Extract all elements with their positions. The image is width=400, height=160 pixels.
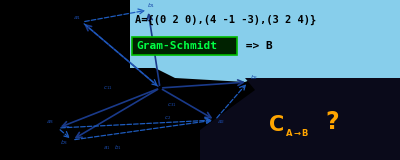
Text: $c_{31}$: $c_{31}$ (167, 101, 177, 109)
Text: $a_2$: $a_2$ (217, 118, 225, 126)
Text: $a_1$: $a_1$ (73, 14, 81, 22)
Text: ?: ? (325, 110, 339, 134)
Polygon shape (200, 78, 400, 160)
Text: $\mathbf{A{\rightarrow}B}$: $\mathbf{A{\rightarrow}B}$ (285, 127, 310, 137)
Text: A={(0 2 0),(4 -1 -3),(3 2 4)}: A={(0 2 0),(4 -1 -3),(3 2 4)} (135, 15, 316, 25)
Text: $\mathbf{C}$: $\mathbf{C}$ (268, 115, 284, 135)
Text: Gram-Schmidt: Gram-Schmidt (136, 41, 217, 51)
Polygon shape (130, 0, 400, 90)
Text: $b_2$: $b_2$ (250, 74, 258, 82)
Text: $b_1$: $b_1$ (147, 2, 155, 10)
Text: $a_1$: $a_1$ (103, 144, 111, 152)
Text: $a_3$: $a_3$ (46, 118, 54, 126)
Text: $c_2$: $c_2$ (164, 114, 172, 122)
Text: $b_3$: $b_3$ (60, 139, 68, 148)
Text: => B: => B (239, 41, 273, 51)
FancyBboxPatch shape (132, 37, 237, 55)
Text: $b_1$: $b_1$ (114, 144, 122, 152)
Text: $c_{11}$: $c_{11}$ (103, 84, 113, 92)
